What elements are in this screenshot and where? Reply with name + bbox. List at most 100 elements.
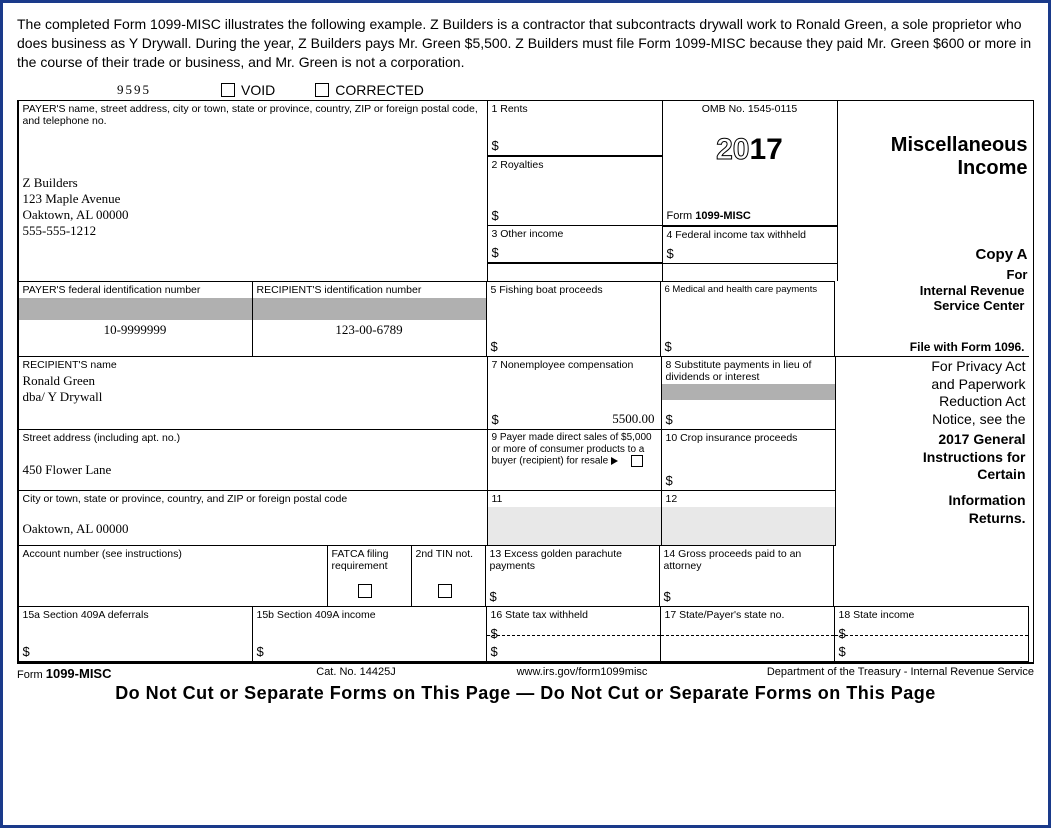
payer-phone: 555-555-1212 [23,223,483,239]
irs-center-block: Internal Revenue Service Center File wit… [834,281,1029,357]
omb-year-block: OMB No. 1545-0115 2017 Form 1099-MISC [662,100,838,226]
form-name: 1099-MISC [695,210,751,222]
box-18: 18 State income $ $ [834,606,1029,662]
box-3-label: 3 Other income [492,228,658,240]
city-value: Oaktown, AL 00000 [23,521,483,537]
box-16: 16 State tax withheld $ $ [486,606,661,662]
recipient-id-label: RECIPIENT'S identification number [257,284,482,296]
box-8-label: 8 Substitute payments in lieu of dividen… [666,359,831,383]
blank-right [833,545,1028,607]
box-17: 17 State/Payer's state no. [660,606,835,662]
void-corrected-row: 9595 VOID CORRECTED [17,82,1034,98]
recipient-name1: Ronald Green [23,373,483,389]
box-13-label: 13 Excess golden parachute payments [490,548,655,572]
payer-fedid: 10-9999999 [23,322,248,338]
city-label: City or town, state or province, country… [23,493,483,505]
form-word: Form [667,210,693,222]
title-line2: Income [841,157,1028,180]
irs-line2: Service Center [838,298,1025,313]
form-1099-misc: The completed Form 1099-MISC illustrates… [0,0,1051,828]
title-line1: Miscellaneous [841,134,1028,157]
box-11-label: 11 [488,491,661,507]
tin-block: 2nd TIN not. [411,545,486,607]
fatca-checkbox[interactable] [358,584,372,598]
year-prefix: 20 [716,133,749,166]
recipient-id: 123-00-6789 [257,322,482,338]
box-12: 12 [661,490,836,546]
box-15b: 15b Section 409A income $ [252,606,487,662]
payer-city: Oaktown, AL 00000 [23,207,483,223]
box-6-label: 6 Medical and health care payments [665,284,830,295]
box-14: 14 Gross proceeds paid to an attorney $ [659,545,834,607]
omb-number: OMB No. 1545-0115 [667,103,833,115]
city-block: City or town, state or province, country… [18,490,488,546]
corrected-label: CORRECTED [335,82,424,98]
box-7-label: 7 Nonemployee compensation [492,359,657,371]
box-1-label: 1 Rents [492,103,658,115]
footer: Form 1099-MISC Cat. No. 14425J www.irs.g… [17,662,1034,681]
box-3: 3 Other income $ [487,225,663,263]
intro-text: The completed Form 1099-MISC illustrates… [17,15,1034,72]
recipient-id-block: RECIPIENT'S identification number 123-00… [252,281,487,357]
do-not-cut: Do Not Cut or Separate Forms on This Pag… [17,683,1034,704]
recipient-name-label: RECIPIENT'S name [23,359,483,371]
year-suffix: 17 [750,133,783,166]
copy-for: For [976,267,1028,282]
void-label: VOID [241,82,275,98]
footer-url: www.irs.gov/form1099misc [469,666,695,681]
footer-cat: Cat. No. 14425J [243,666,469,681]
account-block: Account number (see instructions) [18,545,328,607]
recipient-name-block: RECIPIENT'S name Ronald Green dba/ Y Dry… [18,356,488,430]
tin-label: 2nd TIN not. [416,548,481,560]
box-15a: 15a Section 409A deferrals $ [18,606,253,662]
box-6: 6 Medical and health care payments $ [660,281,835,357]
payer-block: PAYER'S name, street address, city or to… [18,100,488,282]
copy-a: Copy A [976,246,1028,263]
void-checkbox[interactable] [221,83,235,97]
box-10: 10 Crop insurance proceeds $ [661,429,836,491]
street-label: Street address (including apt. no.) [23,432,483,444]
box-4: 4 Federal income tax withheld $ [662,226,838,264]
payer-fedid-label: PAYER'S federal identification number [23,284,248,296]
street-block: Street address (including apt. no.) 450 … [18,429,488,491]
box-2-label: 2 Royalties [492,159,658,171]
box-8: 8 Substitute payments in lieu of dividen… [661,356,836,430]
form-code: 9595 [117,82,151,98]
box-5: 5 Fishing boat proceeds $ [486,281,661,357]
box-1: 1 Rents $ [487,100,663,156]
payer-addr: 123 Maple Avenue [23,191,483,207]
title-block: Miscellaneous Income Copy A For [837,100,1032,282]
account-label: Account number (see instructions) [23,548,323,560]
privacy-block-3: Information Returns. [835,490,1030,546]
irs-line1: Internal Revenue [838,283,1025,298]
box-9: 9 Payer made direct sales of $5,000 or m… [487,429,662,491]
box-9-checkbox[interactable] [631,455,643,467]
payer-label: PAYER'S name, street address, city or to… [23,103,483,127]
box-13: 13 Excess golden parachute payments $ [485,545,660,607]
box-7: 7 Nonemployee compensation $ 5500.00 [487,356,662,430]
recipient-name2: dba/ Y Drywall [23,389,483,405]
box-14-label: 14 Gross proceeds paid to an attorney [664,548,829,572]
arrow-icon [611,457,618,465]
footer-form-word: Form [17,669,43,681]
box-5-label: 5 Fishing boat proceeds [491,284,656,296]
box-9-label: 9 Payer made direct sales of $5,000 or m… [492,432,652,467]
box-2: 2 Royalties $ [487,156,663,226]
box-7-value: 5500.00 [612,411,654,427]
box-12-label: 12 [662,491,835,507]
payer-name: Z Builders [23,175,483,191]
tin-checkbox[interactable] [438,584,452,598]
payer-fedid-block: PAYER'S federal identification number 10… [18,281,253,357]
fatca-label: FATCA filing requirement [332,548,407,572]
street-value: 450 Flower Lane [23,462,483,478]
form-body: PAYER'S name, street address, city or to… [17,100,1034,663]
box-11: 11 [487,490,662,546]
box-15a-label: 15a Section 409A deferrals [23,609,248,621]
box-17-label: 17 State/Payer's state no. [665,609,830,621]
footer-form-name: 1099-MISC [46,666,112,681]
file-with: File with Form 1096. [910,340,1025,354]
box-16-label: 16 State tax withheld [491,609,656,621]
box-18-label: 18 State income [839,609,1024,621]
box-15b-label: 15b Section 409A income [257,609,482,621]
corrected-checkbox[interactable] [315,83,329,97]
